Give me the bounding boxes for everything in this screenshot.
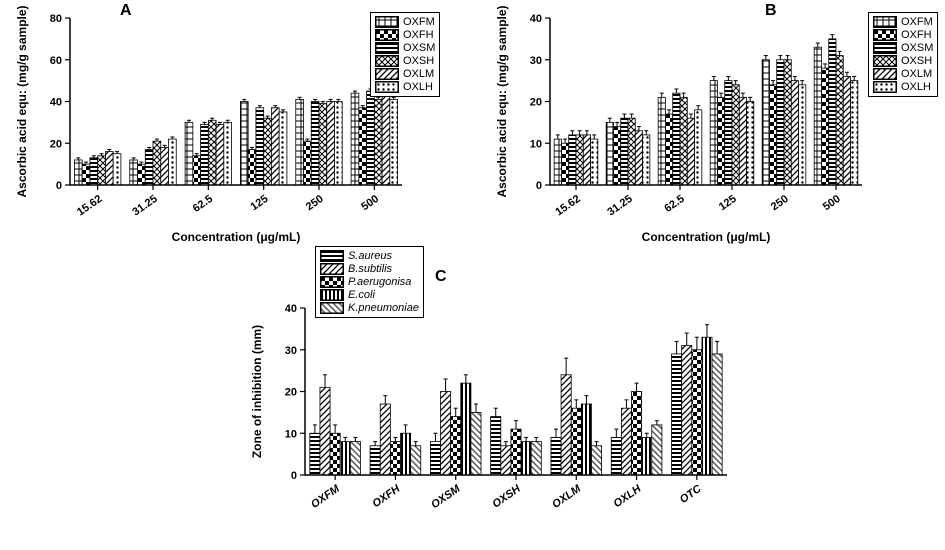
svg-text:20: 20 <box>50 138 62 150</box>
svg-text:62.5: 62.5 <box>191 193 215 215</box>
legend-item: OXFH <box>873 29 933 41</box>
svg-text:10: 10 <box>285 428 297 440</box>
svg-text:30: 30 <box>285 345 297 357</box>
svg-text:Ascorbic acid equ: (mg/g sampl: Ascorbic acid equ: (mg/g sample) <box>15 5 29 197</box>
legend-item: OXSM <box>873 42 933 54</box>
legend-label: OXSM <box>901 42 933 54</box>
legend-label: OXFH <box>403 29 434 41</box>
legend-label: OXSH <box>403 55 434 67</box>
legend-a: OXFM OXFH OXSM OXSH OXLM OXLH <box>370 12 440 97</box>
legend-c: S.aureus B.subtilis P.aerugonisa E.coli … <box>315 246 424 318</box>
legend-item: OXLH <box>375 81 435 93</box>
svg-text:OXSH: OXSH <box>490 482 523 510</box>
svg-text:80: 80 <box>50 13 62 25</box>
svg-text:0: 0 <box>56 180 62 192</box>
svg-text:500: 500 <box>821 193 843 213</box>
svg-text:OXLH: OXLH <box>611 482 644 510</box>
svg-text:31.25: 31.25 <box>605 193 634 219</box>
legend-label: OXLH <box>403 81 433 93</box>
legend-label: OXFH <box>901 29 932 41</box>
svg-text:250: 250 <box>769 193 791 213</box>
legend-label: S.aureus <box>348 250 392 262</box>
svg-text:15.62: 15.62 <box>75 193 104 219</box>
svg-text:OXFM: OXFM <box>309 482 343 511</box>
legend-item: OXSM <box>375 42 435 54</box>
legend-item: P.aerugonisa <box>320 276 419 288</box>
chart-b: 01020304015.6231.2562.5125250500Ascorbic… <box>490 10 870 245</box>
svg-text:20: 20 <box>285 387 297 399</box>
legend-item: K.pneumoniae <box>320 302 419 314</box>
svg-text:15.62: 15.62 <box>553 193 582 219</box>
legend-label: OXLM <box>403 68 434 80</box>
legend-label: OXFM <box>901 16 933 28</box>
legend-item: OXSH <box>375 55 435 67</box>
svg-text:62.5: 62.5 <box>662 193 686 215</box>
legend-item: S.aureus <box>320 250 419 262</box>
legend-label: OXSM <box>403 42 435 54</box>
legend-label: OXLM <box>901 68 932 80</box>
svg-text:500: 500 <box>359 193 381 213</box>
svg-text:Zone of inhibition (mm): Zone of inhibition (mm) <box>250 325 264 458</box>
svg-text:10: 10 <box>530 138 542 150</box>
chart-a: 02040608015.6231.2562.5125250500Ascorbic… <box>10 10 410 245</box>
svg-text:125: 125 <box>717 193 739 213</box>
svg-text:OXSM: OXSM <box>429 482 463 511</box>
legend-label: OXSH <box>901 55 932 67</box>
panel-c-label: C <box>435 268 447 286</box>
chart-c: 0 10 20 30 40 OXFM OXFH OXSM OXSH OXLM OXLH OTC Zone… <box>245 300 735 535</box>
legend-item: E.coli <box>320 289 419 301</box>
legend-b: OXFM OXFH OXSM OXSH OXLM OXLH <box>868 12 938 97</box>
svg-text:125: 125 <box>249 193 271 213</box>
svg-text:40: 40 <box>285 303 297 315</box>
svg-text:Concentration (μg/mL): Concentration (μg/mL) <box>642 230 771 244</box>
svg-text:60: 60 <box>50 55 62 67</box>
legend-item: OXFM <box>375 16 435 28</box>
legend-item: OXLM <box>873 68 933 80</box>
legend-label: B.subtilis <box>348 263 392 275</box>
svg-text:Ascorbic acid equ: (mg/g sampl: Ascorbic acid equ: (mg/g sample) <box>495 5 509 197</box>
legend-label: OXFM <box>403 16 435 28</box>
svg-text:OXLM: OXLM <box>550 482 584 511</box>
legend-item: OXFH <box>375 29 435 41</box>
svg-text:Concentration (μg/mL): Concentration (μg/mL) <box>172 230 301 244</box>
legend-label: OXLH <box>901 81 931 93</box>
svg-text:0: 0 <box>536 180 542 192</box>
legend-item: OXFM <box>873 16 933 28</box>
svg-text:OTC: OTC <box>678 482 705 506</box>
svg-text:20: 20 <box>530 97 542 109</box>
svg-text:31.25: 31.25 <box>130 193 159 219</box>
legend-item: OXLM <box>375 68 435 80</box>
svg-text:40: 40 <box>50 97 62 109</box>
legend-label: P.aerugonisa <box>348 276 411 288</box>
legend-item: OXSH <box>873 55 933 67</box>
legend-label: E.coli <box>348 289 375 301</box>
legend-label: K.pneumoniae <box>348 302 419 314</box>
svg-text:30: 30 <box>530 55 542 67</box>
svg-text:OXFH: OXFH <box>370 482 403 510</box>
legend-item: OXLH <box>873 81 933 93</box>
legend-item: B.subtilis <box>320 263 419 275</box>
svg-text:250: 250 <box>304 193 326 213</box>
svg-text:0: 0 <box>291 470 297 482</box>
svg-text:40: 40 <box>530 13 542 25</box>
